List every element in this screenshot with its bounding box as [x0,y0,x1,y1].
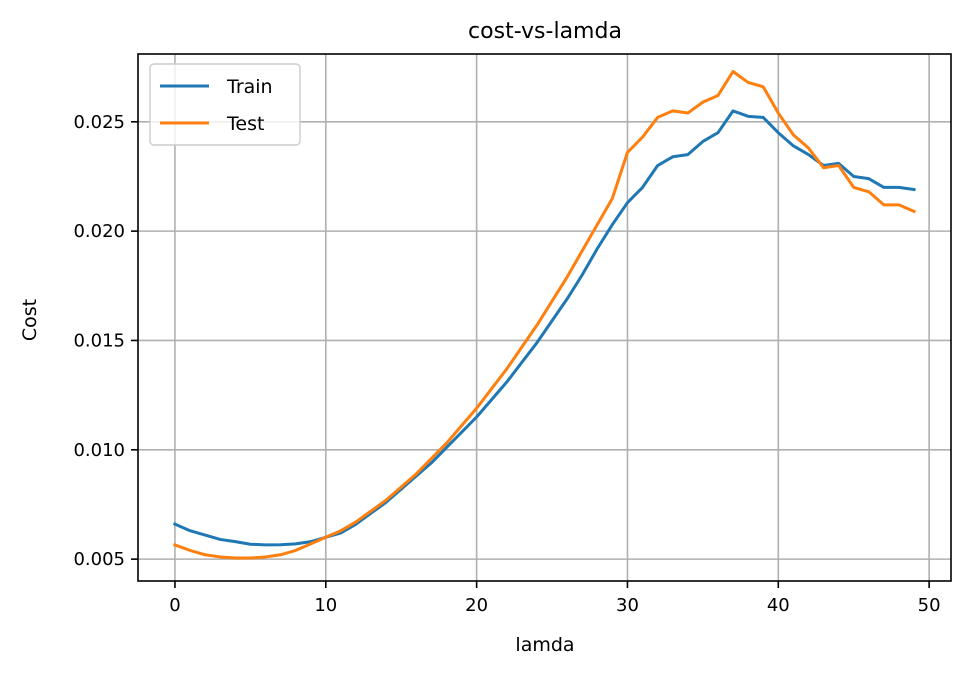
legend-box [149,63,301,146]
plot-frame [137,53,952,582]
ticks: 0 10 20 30 40 50 0.005 0.010 0.015 0.020 0.025 [73,112,940,616]
y-axis-label: Cost [19,299,41,341]
series-lines [172,69,917,560]
legend-label-train: Train [226,76,273,98]
y-tick-label: 0.020 [73,221,125,242]
x-tick-label: 10 [314,595,337,616]
x-tick-label: 30 [616,595,639,616]
legend-label-test: Test [226,113,264,135]
series-line-test [173,69,917,560]
x-axis-label: lamda [515,634,574,656]
legend: Train Test [149,63,301,146]
y-tick-label: 0.005 [73,549,125,570]
x-tick-label: 20 [465,595,488,616]
x-tick-label: 50 [918,595,941,616]
x-tick-label: 0 [169,595,180,616]
y-tick-label: 0.010 [73,440,125,461]
y-tick-label: 0.015 [73,330,125,351]
y-tick-label: 0.025 [73,112,125,133]
chart-title: cost-vs-lamda [468,19,622,44]
x-tick-label: 40 [767,595,790,616]
series-line-train [172,109,916,547]
